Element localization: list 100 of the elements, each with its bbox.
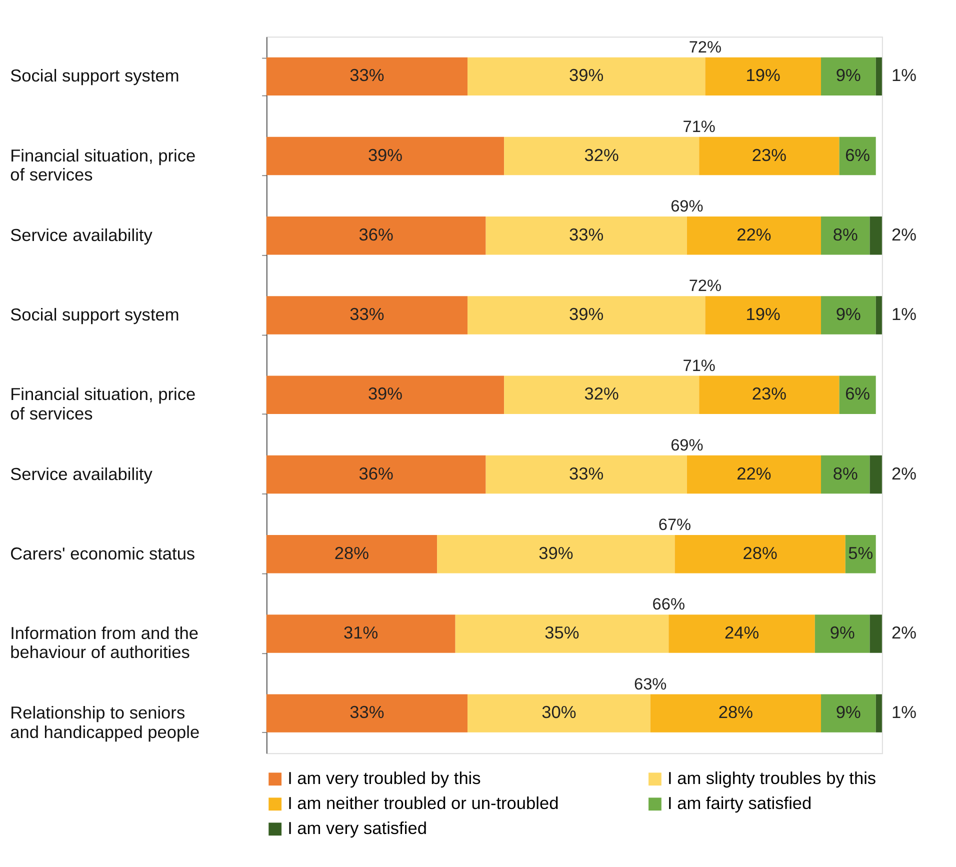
bar: [821, 694, 876, 732]
y-tick-label: Social support system: [10, 304, 180, 325]
data-label: 1%: [892, 65, 917, 86]
bar: [870, 216, 882, 255]
bar: [266, 376, 504, 414]
bar: [266, 57, 468, 96]
annotation: 69%: [670, 436, 704, 454]
data-label: 30%: [542, 702, 576, 722]
legend-label: I am very satisfied: [288, 818, 427, 838]
bar: [504, 136, 700, 176]
data-label: 39%: [569, 304, 604, 324]
data-label: 39%: [569, 65, 604, 86]
legend-label: I am fairty satisfied: [667, 792, 812, 813]
data-label: 6%: [845, 144, 870, 165]
data-label: 28%: [742, 542, 778, 563]
data-label: 32%: [584, 144, 619, 165]
bar: [699, 376, 840, 414]
bar: [668, 614, 815, 653]
data-label: 36%: [358, 224, 394, 244]
data-label: 31%: [344, 622, 378, 643]
bar: [876, 57, 882, 96]
data-label: 33%: [350, 702, 384, 722]
data-label: 39%: [368, 384, 403, 404]
bar: [437, 534, 675, 574]
data-label: 28%: [718, 702, 753, 722]
data-label: 33%: [569, 463, 604, 484]
data-label: 2%: [892, 463, 917, 484]
bar: [266, 694, 468, 732]
data-label: 19%: [746, 304, 780, 324]
data-label: 9%: [836, 304, 861, 324]
data-label: 2%: [892, 622, 917, 643]
data-label: 9%: [830, 622, 855, 643]
bar: [486, 455, 687, 494]
bar: [821, 296, 876, 334]
data-label: 36%: [358, 463, 394, 484]
bar: [705, 296, 821, 334]
bar: [266, 216, 486, 255]
bar: [814, 614, 870, 653]
data-label: 8%: [832, 224, 858, 244]
y-tick-label: Financial situation, price of services: [10, 145, 196, 185]
data-label: 22%: [736, 463, 772, 484]
annotation: 63%: [634, 675, 667, 694]
annotation: 71%: [682, 118, 716, 136]
y-tick-label: Financial situation, price of services: [10, 384, 196, 424]
bar: [876, 694, 882, 732]
bar: [455, 614, 669, 653]
data-label: 33%: [350, 65, 384, 86]
bar: [870, 614, 882, 653]
y-tick-label: Information from and the behaviour of authorities: [10, 623, 199, 662]
y-tick-label: Relationship to seniors and handicapped people: [10, 702, 200, 742]
bar: [686, 455, 821, 494]
bar: [266, 534, 438, 574]
annotation: 72%: [688, 38, 722, 56]
data-label: 39%: [538, 542, 574, 563]
bar: [468, 296, 706, 334]
legend-label: I am slighty troubles by this: [667, 768, 876, 788]
data-label: 23%: [752, 144, 787, 165]
bar: [650, 694, 821, 732]
y-tick-label: Service availability: [10, 224, 153, 245]
bar: [686, 216, 821, 255]
bar: [486, 216, 687, 255]
data-label: 33%: [569, 224, 604, 244]
data-label: 28%: [334, 542, 370, 563]
data-label: 9%: [836, 702, 861, 722]
bar: [705, 57, 821, 96]
legend-label: I am neither troubled or un-troubled: [288, 792, 559, 813]
bar: [468, 57, 706, 96]
y-tick-label: Social support system: [10, 66, 180, 86]
bar: [266, 614, 456, 653]
bar: [266, 455, 486, 494]
data-label: 24%: [724, 622, 760, 643]
data-label: 1%: [892, 304, 917, 324]
bar: [821, 57, 876, 96]
bar: [504, 376, 700, 414]
data-label: 1%: [892, 702, 917, 722]
bar: [821, 455, 870, 494]
bar: [266, 296, 468, 334]
annotation: 67%: [658, 516, 692, 534]
annotation: 72%: [688, 277, 722, 296]
bar: [468, 694, 650, 732]
data-label: 9%: [836, 65, 861, 86]
data-label: 32%: [584, 384, 619, 404]
data-label: 35%: [544, 622, 580, 643]
bar: [821, 216, 870, 255]
y-tick-label: Carers' economic status: [10, 543, 196, 564]
data-label: 2%: [892, 224, 917, 244]
data-label: 5%: [848, 542, 874, 563]
annotation: 69%: [670, 198, 704, 216]
data-label: 23%: [752, 384, 787, 404]
data-label: 39%: [368, 144, 403, 165]
data-label: 8%: [832, 463, 858, 484]
bar: [870, 455, 882, 494]
bar: [699, 136, 840, 176]
data-label: 22%: [736, 224, 772, 244]
annotation: 66%: [652, 596, 685, 614]
data-label: 33%: [350, 304, 384, 324]
annotation: 71%: [682, 356, 716, 375]
bar: [876, 296, 882, 334]
legend-label: I am very troubled by this: [288, 768, 482, 788]
bar: [266, 136, 504, 176]
